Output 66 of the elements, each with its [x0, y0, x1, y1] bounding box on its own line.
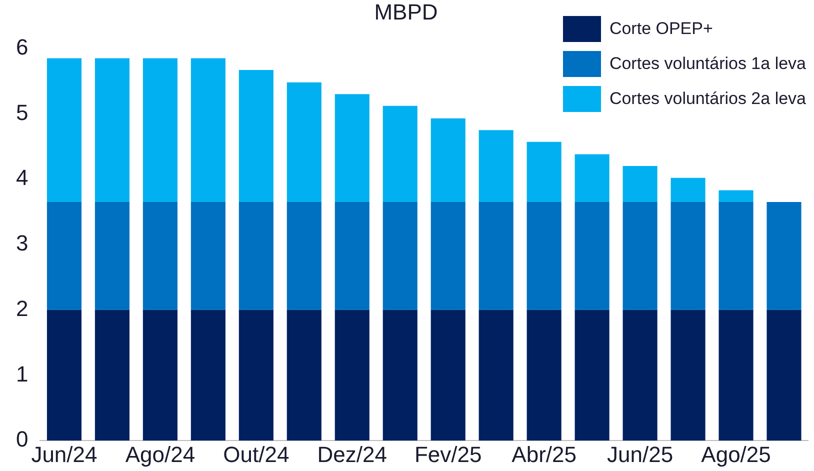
bar: [286, 82, 322, 202]
x-tick-label: Ago/25: [701, 442, 771, 467]
bar: [142, 202, 178, 310]
bar: [94, 58, 130, 202]
bar: [766, 202, 802, 310]
x-tick-label: Jun/25: [607, 442, 674, 467]
y-tick-label: 0: [16, 426, 28, 452]
bar: [766, 310, 802, 441]
bar: [286, 310, 322, 441]
x-tick-label: Dez/24: [317, 442, 387, 467]
x-tick-label: Out/24: [223, 442, 290, 467]
bar: [142, 58, 178, 202]
bar: [238, 310, 274, 441]
bar: [238, 202, 274, 310]
bar: [46, 202, 82, 310]
legend-label: Corte OPEP+: [609, 19, 713, 39]
bar: [670, 310, 706, 441]
bar: [430, 118, 466, 202]
x-tick-label: Abr/25: [512, 442, 576, 467]
bar: [430, 202, 466, 310]
bar: [94, 202, 130, 310]
bar: [190, 202, 226, 310]
bar: [622, 202, 658, 310]
y-tick-label: 1: [16, 361, 28, 386]
bar: [622, 166, 658, 202]
bar: [190, 58, 226, 202]
bar: [478, 202, 514, 310]
bar: [478, 310, 514, 441]
bar: [526, 202, 562, 310]
bar: [574, 310, 610, 441]
bar: [574, 154, 610, 202]
y-tick-label: 3: [16, 230, 28, 256]
bar: [142, 310, 178, 441]
chart-title: MBPD: [374, 0, 438, 24]
bar: [334, 202, 370, 310]
bar: [574, 202, 610, 310]
bar: [46, 310, 82, 441]
bar: [622, 310, 658, 441]
bar: [670, 178, 706, 202]
x-tick-label: Jun/24: [31, 442, 98, 467]
y-tick-label: 5: [16, 100, 28, 125]
y-tick-label: 6: [16, 34, 28, 60]
legend-label: Cortes voluntários 1a leva: [609, 54, 806, 74]
bar: [334, 310, 370, 441]
x-tick-label: Ago/24: [125, 442, 196, 467]
y-tick-label: 4: [16, 165, 28, 190]
legend-label: Cortes voluntários 2a leva: [609, 89, 806, 109]
bar: [718, 202, 754, 310]
bar: [94, 310, 130, 441]
bar: [670, 202, 706, 310]
bar: [526, 310, 562, 441]
bar: [190, 310, 226, 441]
x-tick-label: Fev/25: [414, 442, 482, 467]
bar: [334, 94, 370, 202]
bar: [718, 310, 754, 441]
bar: [382, 106, 418, 202]
bar: [430, 310, 466, 441]
bar: [382, 202, 418, 310]
bar: [526, 142, 562, 202]
bar: [478, 130, 514, 202]
bar: [718, 190, 754, 202]
bar: [46, 58, 82, 202]
bar: [238, 70, 274, 202]
bar: [382, 310, 418, 441]
y-tick-label: 2: [16, 296, 28, 321]
bar: [286, 202, 322, 310]
